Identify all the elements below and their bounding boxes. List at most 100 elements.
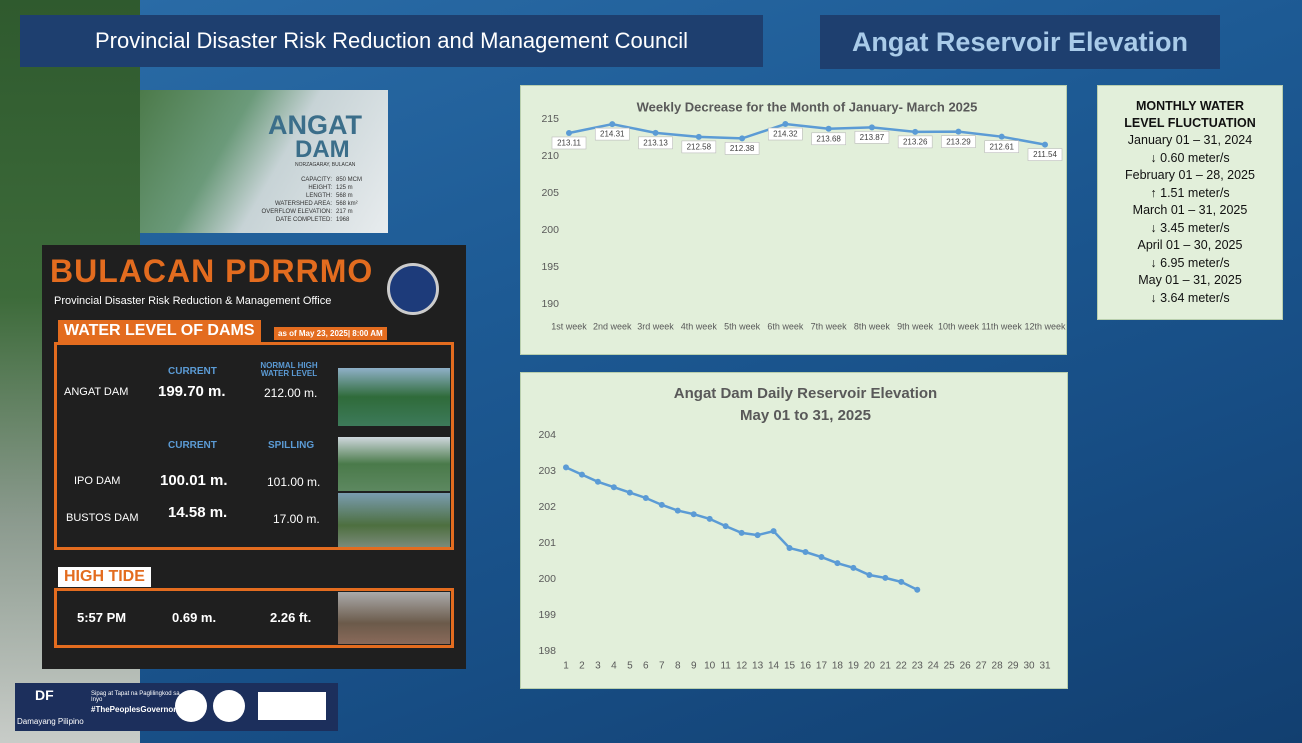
point	[834, 560, 841, 567]
y-tick-label: 190	[541, 298, 559, 310]
label-box	[811, 132, 846, 146]
point	[674, 507, 681, 514]
x-tick-label: 31	[1039, 661, 1051, 672]
spec-label: LENGTH:	[305, 193, 332, 199]
cell: CURRENT	[168, 366, 217, 377]
cell: 212.00 m.	[264, 386, 318, 400]
spec-row: OVERFLOW ELEVATION: 217 m	[250, 208, 378, 216]
y-tick-label: 199	[538, 609, 556, 621]
y-tick-label: 204	[538, 429, 556, 441]
data-label: 212.58	[687, 143, 712, 152]
x-tick-label: 30	[1023, 661, 1035, 672]
y-tick-label: 198	[538, 645, 556, 657]
header-left: Provincial Disaster Risk Reduction and M…	[20, 15, 763, 67]
spec-value: 568 km²	[336, 201, 358, 207]
data-label: 212.61	[989, 142, 1014, 151]
seal	[213, 690, 245, 722]
badge	[258, 692, 326, 720]
point	[1042, 141, 1048, 148]
point	[898, 578, 905, 585]
chart-subtitle: May 01 to 31, 2025	[740, 407, 871, 424]
data-label: 214.31	[600, 130, 625, 139]
y-tick-label: 200	[541, 224, 559, 236]
angat-specs: CAPACITY: 850 MCM HEIGHT: 125 m LENGTH: 568 m…	[250, 176, 378, 224]
pdrrmo-office: Provincial Disaster Risk Reduction & Man…	[54, 295, 332, 307]
x-tick-label: 3rd week	[637, 321, 674, 331]
x-tick-label: 2nd week	[593, 321, 632, 331]
x-tick-label: 7th week	[811, 321, 848, 331]
pdrrmo-brand: BULACAN PDRRMO	[50, 253, 374, 289]
point	[563, 464, 569, 471]
point	[690, 511, 697, 518]
header-left-title: Provincial Disaster Risk Reduction and M…	[94, 28, 689, 53]
point	[998, 133, 1005, 140]
tide-box	[54, 588, 454, 648]
point	[882, 574, 889, 581]
label-box	[594, 127, 630, 141]
seal	[387, 263, 439, 315]
x-tick-label: 5	[627, 661, 633, 672]
label-box	[551, 136, 587, 150]
change: ↓ 3.64 meter/s	[1150, 290, 1230, 305]
x-tick-label: 6th week	[767, 321, 804, 331]
point	[609, 121, 616, 128]
x-tick-label: 8th week	[854, 321, 891, 331]
x-tick-label: 22	[896, 661, 908, 672]
cell: NORMAL HIGH WATER LEVEL	[260, 361, 318, 378]
x-tick-label: 18	[832, 661, 844, 672]
point	[652, 129, 659, 136]
label-box	[941, 135, 976, 148]
monthly-list: January 01 – 31, 2024 ↓ 0.60 meter/s Febru…	[1098, 132, 1282, 307]
point	[594, 478, 601, 485]
monthly-title: MONTHLY WATER LEVEL FLUCTUATION	[1124, 99, 1256, 130]
spec-label: DATE COMPLETED:	[275, 217, 332, 223]
cell: 0.69 m.	[172, 610, 217, 625]
label-box	[984, 140, 1020, 153]
cell: ANGAT DAM	[64, 386, 129, 398]
spec-label: WATERSHED AREA:	[274, 201, 332, 207]
x-tick-label: 8	[675, 661, 681, 672]
x-tick-label: 28	[992, 661, 1004, 672]
tide-title: HIGH TIDE	[58, 567, 151, 587]
change: ↑ 1.51 meter/s	[1150, 185, 1230, 200]
cell: 100.01 m.	[160, 472, 228, 489]
point	[739, 135, 746, 142]
change: ↓ 6.95 meter/s	[1150, 255, 1230, 270]
point	[912, 128, 919, 135]
point	[658, 501, 665, 508]
photo	[338, 592, 450, 644]
x-tick-label: 29	[1008, 661, 1020, 672]
x-tick-label: 10	[704, 661, 716, 672]
spec-value: 850 MCM	[336, 177, 363, 183]
point	[578, 471, 585, 478]
cell: 101.00 m.	[267, 475, 321, 489]
point	[770, 528, 777, 535]
label-box	[1027, 148, 1063, 161]
data-label: 212.38	[730, 144, 755, 153]
point	[818, 554, 825, 561]
x-tick-label: 3	[595, 661, 601, 672]
x-tick-label: 25	[944, 661, 956, 672]
label-box	[681, 140, 717, 154]
period: January 01 – 31, 2024	[1127, 133, 1253, 147]
spec-row: WATERSHED AREA: 568 km²	[250, 200, 378, 208]
spec-value: 568 m	[336, 193, 353, 199]
x-tick-label: 5th week	[724, 321, 761, 331]
y-tick-label: 200	[538, 573, 556, 585]
spec-row: HEIGHT: 125 m	[250, 184, 378, 192]
x-tick-label: 2	[579, 661, 585, 672]
label-box	[897, 135, 933, 149]
change: ↓ 0.60 meter/s	[1150, 150, 1230, 165]
x-tick-label: 26	[960, 661, 972, 672]
point	[566, 129, 572, 136]
data-label: 213.68	[816, 134, 841, 143]
x-tick-label: 4	[611, 661, 617, 672]
monthly-panel: MONTHLY WATER LEVEL FLUCTUATION January …	[1097, 85, 1283, 320]
footer-tag: #ThePeoplesGovernor	[91, 705, 177, 714]
cell: 5:57 PM	[77, 610, 127, 625]
x-tick-label: 24	[928, 661, 940, 672]
x-tick-label: 1st week	[551, 321, 587, 331]
data-label: 214.32	[773, 130, 798, 139]
